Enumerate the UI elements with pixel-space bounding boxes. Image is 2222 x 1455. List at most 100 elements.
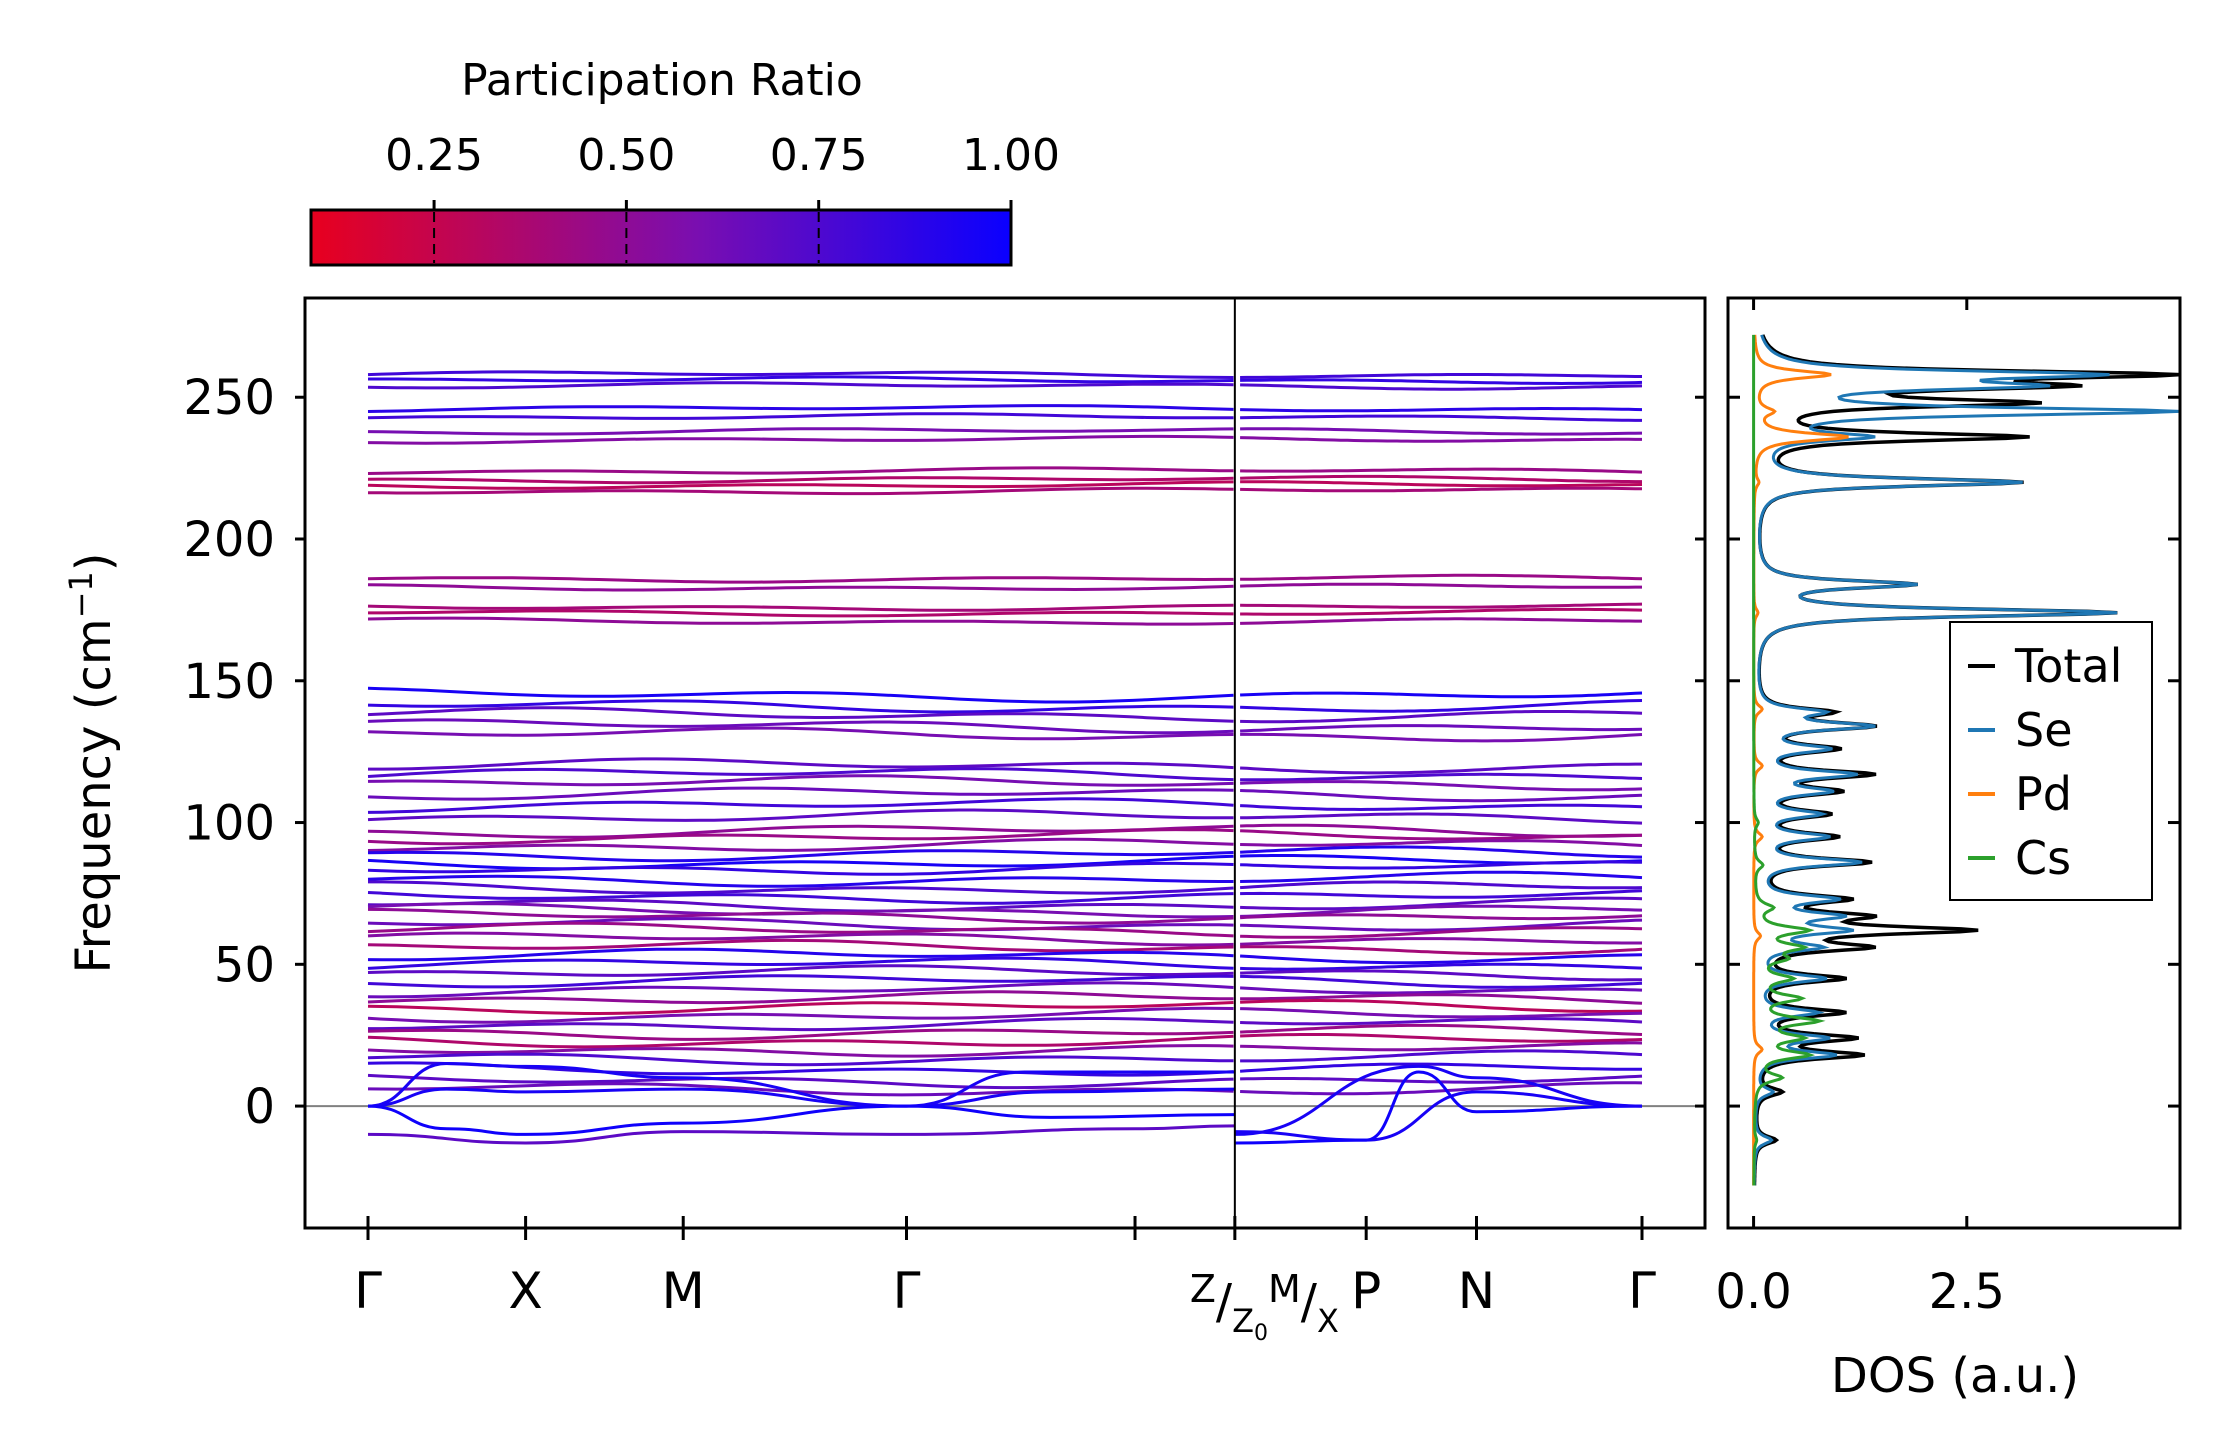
band-line [1240, 602, 1643, 609]
band-line [1240, 383, 1643, 391]
band-line [367, 808, 1234, 822]
band-line [1240, 414, 1642, 422]
ylabel-superscript: −1 [62, 571, 100, 618]
band-line [1240, 896, 1643, 911]
band-line [1240, 1049, 1643, 1063]
band-line [1240, 918, 1643, 932]
dos-axes-frame [1726, 296, 2182, 1230]
band-line [367, 616, 1234, 626]
dos-lines [1752, 334, 2180, 1186]
band-line [1240, 732, 1643, 743]
acoustic-band-line [367, 1104, 1235, 1136]
band-line [1240, 710, 1643, 724]
band-line [367, 797, 1234, 814]
band-line [1240, 789, 1643, 803]
band-line [1240, 839, 1643, 847]
band-line [367, 849, 1234, 863]
y-tick-label: 50 [214, 937, 275, 993]
colorbar-tick-label: 0.50 [577, 130, 675, 181]
band-line [1240, 962, 1643, 971]
band-line [367, 874, 1234, 888]
band-line [1240, 467, 1643, 474]
legend-frame [1949, 621, 2153, 901]
band-line [1240, 926, 1643, 939]
band-line [367, 990, 1234, 1005]
band-structure-panel: 0 50 100 150 200 250 Γ X M Γ Z/Z0M/XP N Γ Frequency… [62, 296, 1707, 1346]
k-label-composite: Z/Z0M/X [1190, 1267, 1339, 1346]
band-line [1240, 699, 1643, 713]
k-label: P [1351, 1262, 1381, 1320]
band-line [367, 828, 1234, 846]
acoustic-band-line [1234, 1064, 1643, 1136]
k-label: Γ [354, 1262, 382, 1320]
band-line [367, 964, 1234, 977]
dos-series-se [1752, 334, 2180, 1186]
band-line [1240, 870, 1643, 883]
band-line [367, 404, 1234, 413]
band-line [367, 974, 1234, 989]
band-line [1240, 889, 1643, 899]
band-line [367, 1006, 1234, 1024]
acoustic-band-line [1234, 1090, 1643, 1142]
band-line [367, 931, 1234, 947]
band-line [1240, 573, 1643, 581]
band-line [367, 854, 1234, 871]
band-line [367, 1001, 1234, 1015]
dos-legend: Total Se Pd Cs [1949, 621, 2153, 901]
band-line [1240, 1062, 1642, 1073]
band-line [1240, 1017, 1643, 1026]
band-line [367, 837, 1234, 852]
band-x-axis: Γ X M Γ Z/Z0M/XP N Γ [354, 1216, 1656, 1346]
band-line [367, 699, 1234, 714]
colorbar: Participation Ratio 0.25 0.50 0.75 1.00 [309, 55, 1060, 267]
y-tick-label: 200 [183, 512, 275, 568]
band-line [1240, 1007, 1643, 1019]
band-line [367, 381, 1234, 390]
band-line [367, 981, 1234, 999]
acoustic-band-line [367, 1124, 1235, 1145]
k-label: X [508, 1262, 542, 1320]
band-line [1240, 803, 1643, 812]
band-line [367, 1052, 1234, 1067]
band-line [367, 583, 1234, 592]
band-line [367, 947, 1234, 962]
acoustic-band-line [1234, 1070, 1643, 1145]
k-label: N [1458, 1262, 1495, 1320]
band-line [1240, 1041, 1643, 1052]
band-line [1240, 937, 1642, 946]
legend-label: Pd [2015, 767, 2072, 821]
legend-items: Total Se Pd Cs [1968, 639, 2122, 885]
band-line [367, 412, 1234, 420]
band-line [1240, 845, 1643, 859]
ylabel-end: ) [66, 552, 122, 571]
band-line [1240, 780, 1643, 792]
band-line [367, 921, 1234, 938]
band-line [367, 576, 1234, 584]
band-line [367, 861, 1234, 876]
band-axes-frame [303, 296, 1707, 1230]
band-line [1240, 1023, 1643, 1036]
band-line [368, 375, 1234, 384]
band-line [367, 1028, 1234, 1041]
band-line [367, 370, 1234, 379]
band-line [1240, 607, 1643, 616]
dos-x-tick-label: 0.0 [1715, 1264, 1791, 1320]
band-line [367, 767, 1234, 782]
ylabel-main: Frequency (cm [66, 618, 122, 973]
band-y-axis-label: Frequency (cm−1) [62, 552, 122, 973]
k-label: Γ [1628, 1262, 1656, 1320]
band-line [367, 486, 1234, 496]
y-tick-label: 250 [183, 370, 275, 426]
colorbar-tick-label: 0.25 [385, 130, 483, 181]
band-line [1240, 373, 1642, 379]
band-line [367, 1044, 1234, 1058]
colorbar-title: Participation Ratio [461, 55, 863, 106]
k-label: Γ [893, 1262, 921, 1320]
band-line [1240, 812, 1643, 825]
band-line [367, 774, 1234, 787]
band-line [1240, 486, 1643, 493]
band-line [1240, 993, 1643, 1005]
band-line [367, 898, 1234, 913]
band-line [1240, 860, 1643, 870]
acoustic-band-line [367, 1087, 1235, 1108]
